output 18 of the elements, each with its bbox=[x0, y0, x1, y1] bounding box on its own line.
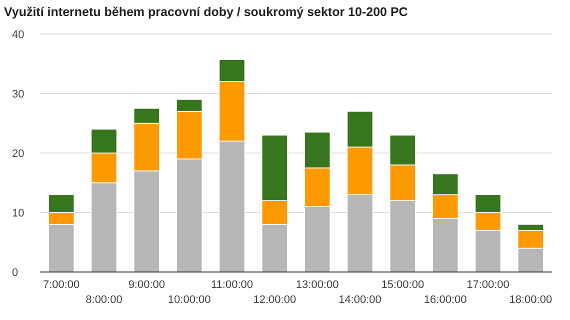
x-tick-label: 17:00:00 bbox=[466, 279, 510, 291]
y-tick-label: 30 bbox=[12, 88, 24, 100]
x-tick-label: 15:00:00 bbox=[381, 279, 424, 291]
x-tick-label: 9:00:00 bbox=[128, 279, 166, 291]
x-tick-label: 12:00:00 bbox=[253, 294, 296, 306]
y-tick-label: 0 bbox=[12, 266, 18, 279]
x-tick-label: 8:00:00 bbox=[86, 294, 122, 306]
chart-title: Využití internetu během pracovní doby / soukromý sektor 10-200 PC bbox=[4, 5, 408, 19]
x-tick-label: 14:00:00 bbox=[338, 294, 382, 306]
x-tick-label: 11:00:00 bbox=[210, 279, 254, 291]
x-tick-label: 10:00:00 bbox=[168, 294, 211, 306]
x-tick-label: 13:00:00 bbox=[296, 279, 339, 291]
y-tick-label: 20 bbox=[12, 148, 24, 160]
x-tick-label: 18:00:00 bbox=[509, 294, 552, 306]
y-tick-label: 10 bbox=[12, 207, 24, 220]
x-tick-label: 7:00:00 bbox=[42, 279, 80, 291]
y-tick-label: 40 bbox=[12, 28, 24, 41]
x-tick-label: 16:00:00 bbox=[424, 294, 467, 306]
